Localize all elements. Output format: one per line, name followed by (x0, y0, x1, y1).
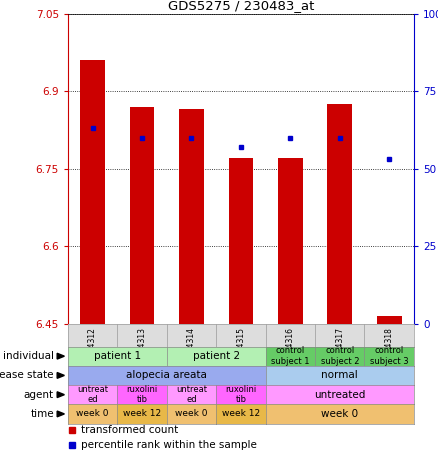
Polygon shape (57, 353, 64, 359)
Polygon shape (57, 411, 64, 417)
Text: GSM1414316: GSM1414316 (286, 327, 295, 378)
Text: patient 2: patient 2 (193, 351, 240, 361)
Title: GDS5275 / 230483_at: GDS5275 / 230483_at (168, 0, 314, 12)
Text: ruxolini
tib: ruxolini tib (127, 385, 158, 405)
Bar (130, 107, 154, 324)
Text: alopecia areata: alopecia areata (126, 371, 207, 381)
Text: GSM1414314: GSM1414314 (187, 327, 196, 378)
Polygon shape (57, 392, 64, 398)
Bar (229, 159, 253, 324)
Text: untreat
ed: untreat ed (176, 385, 207, 405)
Text: GSM1414317: GSM1414317 (335, 327, 344, 378)
Text: control
subject 2: control subject 2 (321, 347, 359, 366)
Text: control
subject 1: control subject 1 (271, 347, 310, 366)
Text: week 0: week 0 (321, 409, 358, 419)
Text: GSM1414312: GSM1414312 (88, 327, 97, 378)
Bar (327, 104, 352, 324)
Text: ruxolini
tib: ruxolini tib (225, 385, 257, 405)
Text: control
subject 3: control subject 3 (370, 347, 409, 366)
Text: disease state: disease state (0, 371, 54, 381)
Bar (278, 159, 303, 324)
Bar (377, 316, 402, 324)
Text: individual: individual (3, 351, 54, 361)
Text: time: time (30, 409, 54, 419)
Text: GSM1414313: GSM1414313 (138, 327, 147, 378)
Text: GSM1414315: GSM1414315 (237, 327, 245, 378)
Text: untreated: untreated (314, 390, 365, 400)
Text: transformed count: transformed count (81, 424, 178, 434)
Text: patient 1: patient 1 (94, 351, 141, 361)
Text: week 0: week 0 (175, 410, 208, 419)
Text: week 12: week 12 (123, 410, 161, 419)
Bar (80, 60, 105, 324)
Text: agent: agent (24, 390, 54, 400)
Text: week 0: week 0 (76, 410, 109, 419)
Text: untreat
ed: untreat ed (77, 385, 108, 405)
Text: normal: normal (321, 371, 358, 381)
Text: percentile rank within the sample: percentile rank within the sample (81, 440, 257, 450)
Text: week 12: week 12 (222, 410, 260, 419)
Bar (179, 109, 204, 324)
Polygon shape (57, 372, 64, 378)
Text: GSM1414318: GSM1414318 (385, 327, 394, 378)
